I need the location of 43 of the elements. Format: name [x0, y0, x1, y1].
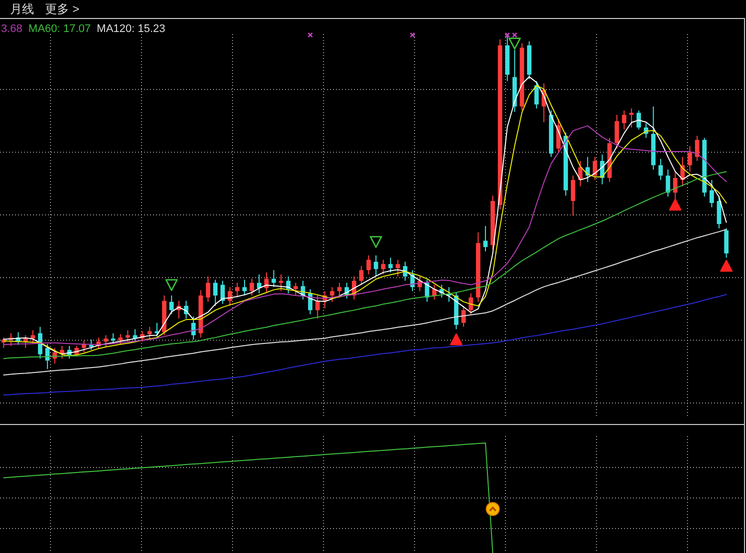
- candlestick: [381, 259, 386, 275]
- candlestick: [126, 330, 130, 342]
- candlestick: [213, 279, 218, 306]
- candlestick: [242, 279, 247, 296]
- candlestick: [104, 334, 108, 348]
- legend-entry: MA120: 15.23: [96, 23, 166, 35]
- legend-entry: MA60: 17.07: [28, 23, 91, 35]
- candlestick: [30, 330, 36, 344]
- candlestick: [388, 257, 393, 273]
- candlestick: [658, 158, 663, 180]
- candlestick: [688, 146, 692, 172]
- candlestick: [432, 284, 437, 300]
- candlestick: [359, 266, 364, 286]
- candlestick: [636, 110, 641, 130]
- candlestick: [622, 110, 626, 130]
- candlestick: [293, 282, 298, 296]
- candlestick: [272, 270, 276, 288]
- candlestick: [724, 228, 729, 258]
- candlestick: [673, 171, 678, 200]
- candlestick: [614, 114, 620, 150]
- candlestick: [23, 334, 28, 348]
- candlestick: [147, 326, 152, 340]
- candlestick: [570, 175, 576, 216]
- subtitle: 更多 >: [45, 2, 80, 16]
- legend-entry: 3.68: [1, 23, 22, 35]
- candlestick: [366, 254, 371, 275]
- candlestick: [220, 280, 225, 304]
- candlestick: [38, 326, 42, 360]
- candlestick: [468, 292, 474, 315]
- title: 月线: [10, 2, 34, 16]
- candlestick: [235, 282, 240, 298]
- candlestick: [337, 282, 342, 298]
- candlestick: [710, 179, 714, 208]
- candlestick: [250, 278, 254, 296]
- candlestick: [118, 334, 123, 346]
- candlestick: [483, 226, 488, 252]
- candlestick: [396, 259, 400, 277]
- candlestick: [89, 339, 94, 350]
- candlestick: [330, 286, 334, 302]
- candlestick: [206, 276, 210, 302]
- candlestick: [629, 108, 634, 128]
- candlestick: [278, 274, 284, 292]
- candlestick: [694, 135, 700, 162]
